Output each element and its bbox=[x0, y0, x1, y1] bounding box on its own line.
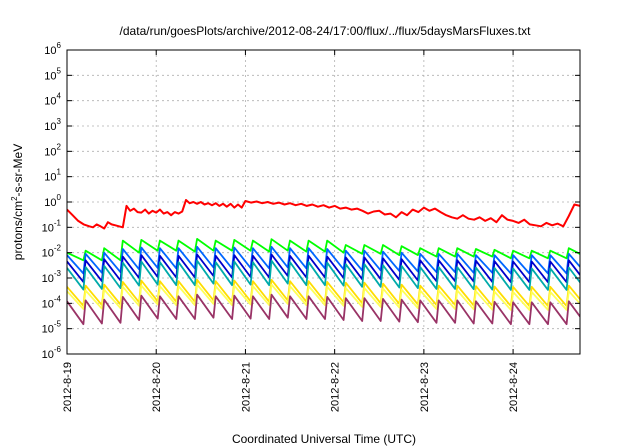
x-tick-label: 2012-8-20 bbox=[151, 362, 163, 412]
x-axis: 2012-8-19 2012-8-20 2012-8-21 2012-8-22 2012… bbox=[62, 50, 520, 412]
y-tick-label: 101 bbox=[44, 168, 61, 184]
series-line-3 bbox=[67, 245, 580, 275]
x-tick-label: 2012-8-22 bbox=[330, 362, 342, 412]
y-tick-label: 104 bbox=[44, 92, 61, 108]
y-axis-label: protons/cm2-s-sr-MeV bbox=[10, 144, 25, 260]
y-tick-label: 10-1 bbox=[42, 218, 62, 234]
grid bbox=[67, 50, 580, 354]
x-tick-label: 2012-8-19 bbox=[62, 362, 74, 412]
y-tick-label: 10-3 bbox=[42, 269, 62, 285]
y-tick-label: 102 bbox=[44, 142, 61, 158]
y-tick-label: 106 bbox=[44, 41, 61, 57]
y-tick-label: 10-2 bbox=[42, 244, 62, 260]
y-tick-label: 10-6 bbox=[42, 345, 62, 361]
x-tick-label: 2012-8-24 bbox=[508, 362, 520, 412]
series-group bbox=[67, 199, 580, 326]
series-line-2 bbox=[67, 238, 580, 262]
y-tick-label: 100 bbox=[44, 193, 61, 209]
y-axis: 10-6 10-5 10-4 10-3 10-2 10-1 100 101 102 103 104 1… bbox=[42, 41, 580, 361]
y-tick-label: 10-4 bbox=[42, 294, 62, 310]
series-line-1 bbox=[67, 199, 580, 230]
series-line-7 bbox=[67, 283, 580, 311]
series-line-5 bbox=[67, 259, 580, 291]
x-tick-label: 2012-8-23 bbox=[419, 362, 431, 412]
series-line-8 bbox=[67, 293, 580, 326]
y-tick-label: 103 bbox=[44, 117, 61, 133]
y-tick-label: 10-5 bbox=[42, 320, 62, 336]
x-tick-label: 2012-8-21 bbox=[240, 362, 252, 412]
y-tick-label: 105 bbox=[44, 66, 61, 82]
x-axis-label: Coordinated Universal Time (UTC) bbox=[232, 432, 416, 446]
chart-title: /data/run/goesPlots/archive/2012-08-24/1… bbox=[120, 24, 532, 38]
